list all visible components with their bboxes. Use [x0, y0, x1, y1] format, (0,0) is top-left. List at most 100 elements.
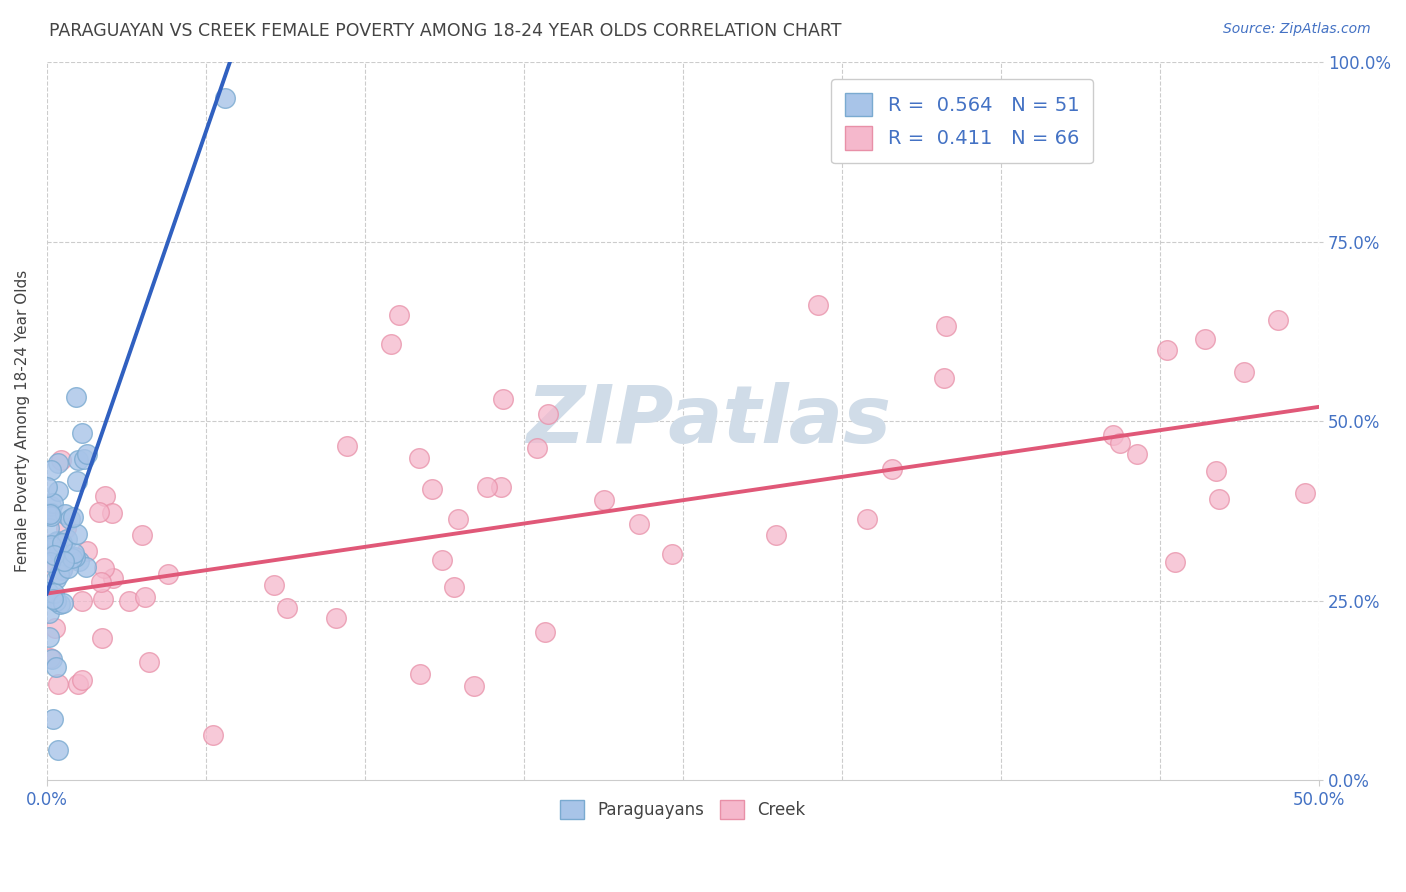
Point [934, 371, 956, 385]
Point [661, 547, 683, 561]
Point [70, 426, 93, 441]
Point [49, 542, 72, 557]
Point [1126, 447, 1149, 461]
Point [67, 677, 90, 691]
Point [1267, 313, 1289, 327]
Point [91, 592, 114, 607]
Point [593, 493, 616, 508]
Point [52, 554, 75, 568]
Point [93, 561, 115, 575]
Point [46, 677, 69, 691]
Point [52, 596, 75, 610]
Point [380, 336, 402, 351]
Point [131, 528, 153, 542]
Point [53, 507, 76, 521]
Point [94, 489, 117, 503]
Text: PARAGUAYAN VS CREEK FEMALE POVERTY AMONG 18-24 YEAR OLDS CORRELATION CHART: PARAGUAYAN VS CREEK FEMALE POVERTY AMONG… [49, 22, 842, 40]
Point [42, 548, 65, 562]
Point [39, 563, 62, 577]
Point [48, 544, 70, 558]
Point [46, 484, 69, 499]
Point [765, 528, 787, 542]
Point [76, 447, 98, 461]
Point [276, 600, 298, 615]
Point [325, 610, 347, 624]
Point [75, 559, 97, 574]
Point [134, 591, 156, 605]
Point [65, 549, 87, 564]
Point [90, 575, 112, 590]
Point [1208, 491, 1230, 506]
Point [45, 533, 67, 548]
Point [70, 593, 93, 607]
Point [60, 550, 83, 565]
Point [37, 585, 59, 599]
Point [66, 527, 89, 541]
Point [45, 660, 67, 674]
Point [45, 535, 67, 549]
Point [41, 652, 63, 666]
Point [38, 521, 60, 535]
Point [138, 655, 160, 669]
Point [38, 606, 60, 620]
Point [118, 594, 141, 608]
Point [65, 390, 87, 404]
Point [66, 452, 89, 467]
Point [55, 521, 77, 535]
Point [73, 451, 96, 466]
Point [446, 512, 468, 526]
Point [1233, 365, 1256, 379]
Point [408, 450, 430, 465]
Point [41, 506, 63, 520]
Point [76, 543, 98, 558]
Point [537, 407, 560, 421]
Text: Source: ZipAtlas.com: Source: ZipAtlas.com [1223, 22, 1371, 37]
Point [39, 508, 62, 523]
Legend: Paraguayans, Creek: Paraguayans, Creek [554, 793, 813, 826]
Point [39, 538, 62, 552]
Point [475, 479, 498, 493]
Point [1163, 555, 1185, 569]
Point [1109, 436, 1132, 450]
Point [56, 532, 79, 546]
Point [44, 621, 66, 635]
Point [935, 318, 957, 333]
Point [856, 512, 879, 526]
Point [70, 673, 93, 688]
Point [52, 560, 75, 574]
Point [42, 592, 65, 607]
Point [157, 566, 180, 581]
Point [214, 91, 236, 105]
Point [51, 564, 73, 578]
Text: ZIPatlas: ZIPatlas [526, 382, 891, 460]
Point [42, 496, 65, 510]
Point [48, 566, 70, 581]
Point [46, 456, 69, 470]
Point [420, 482, 443, 496]
Point [51, 536, 73, 550]
Point [627, 517, 650, 532]
Point [49, 452, 72, 467]
Point [101, 506, 124, 520]
Point [408, 667, 430, 681]
Point [336, 439, 359, 453]
Point [491, 480, 513, 494]
Point [202, 728, 225, 742]
Point [49, 597, 72, 611]
Point [41, 712, 63, 726]
Point [62, 510, 84, 524]
Point [39, 651, 62, 665]
Point [41, 499, 63, 513]
Point [45, 573, 67, 587]
Point [533, 624, 555, 639]
Point [65, 474, 87, 488]
Point [491, 392, 513, 407]
Point [1294, 485, 1316, 500]
Point [263, 578, 285, 592]
Point [39, 537, 62, 551]
Point [38, 630, 60, 644]
Point [39, 507, 62, 521]
Point [35, 480, 58, 494]
Point [87, 504, 110, 518]
Point [67, 553, 90, 567]
